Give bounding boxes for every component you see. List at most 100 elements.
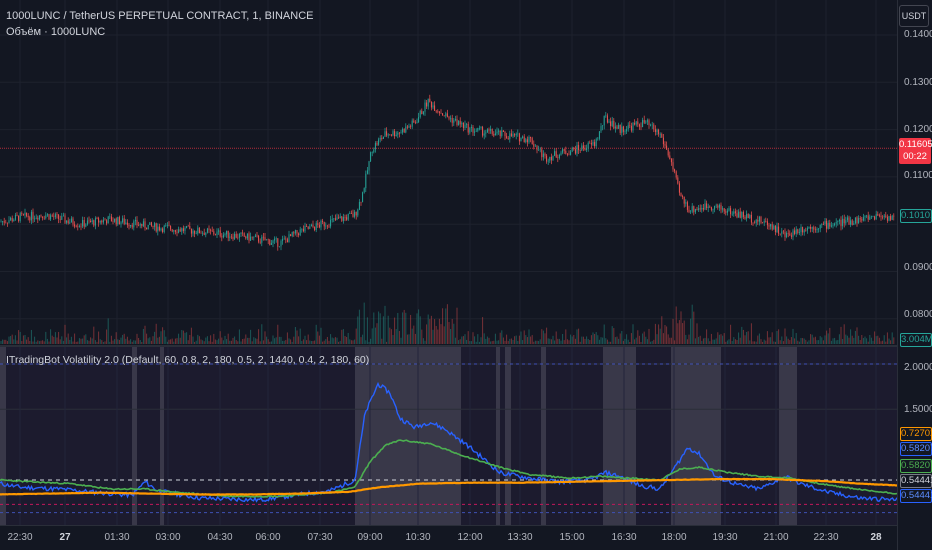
time-axis[interactable]: 22:30 27 01:30 03:00 04:30 06:00 07:30 09:00 10:… [0, 525, 897, 550]
volume-title[interactable]: Объём · 1000LUNC [6, 26, 106, 38]
candle-body [13, 219, 15, 222]
candle-body [885, 215, 887, 217]
candle-body [811, 227, 813, 229]
volume-bar [251, 341, 253, 344]
volume-bar [814, 336, 816, 344]
candle-body [253, 236, 255, 238]
volume-bar [629, 341, 631, 344]
candle-body [48, 214, 50, 220]
candle-body [406, 126, 408, 128]
candle-body [419, 110, 421, 118]
candle-body [662, 137, 664, 145]
volume-bar [59, 339, 61, 344]
volume-bar [539, 339, 541, 344]
volume-bar [85, 334, 87, 344]
volume-bar [418, 309, 420, 344]
candle-body [386, 131, 388, 136]
volume-bar [397, 312, 399, 344]
volume-bar [853, 337, 855, 344]
volume-bar [741, 326, 743, 344]
volume-bar [874, 331, 876, 344]
volume-bar [373, 312, 375, 344]
volume-bar [597, 335, 599, 344]
volume-bar [704, 337, 706, 344]
volume-bar [458, 340, 460, 344]
volume-bar [320, 327, 322, 344]
candle-body [176, 231, 178, 233]
time-label: 18:00 [661, 532, 687, 543]
candle-body [672, 162, 674, 170]
symbol-title[interactable]: 1000LUNC / TetherUS PERPETUAL CONTRACT, … [6, 10, 314, 22]
volume-bar [299, 328, 301, 344]
volume-bar [235, 339, 237, 344]
currency-button[interactable]: USDT [899, 5, 929, 27]
candle-body [304, 226, 306, 232]
candle-body [22, 214, 24, 215]
indicator-title[interactable]: ITradingBot Volatility 2.0 (Default, 60,… [6, 354, 370, 366]
volume-bar [717, 332, 719, 344]
candle-body [803, 230, 805, 233]
volume-bar [192, 336, 194, 344]
candle-body [394, 131, 396, 137]
volume-bar [22, 335, 24, 344]
candle-body [122, 218, 124, 223]
candle-body [363, 188, 365, 193]
candle-body [683, 196, 685, 204]
time-label: 27 [59, 532, 71, 543]
volume-bar [571, 336, 573, 344]
volume-bar [822, 340, 824, 344]
candle-body [106, 220, 108, 224]
candle-body [398, 132, 400, 134]
volume-bar [637, 330, 639, 344]
orange-value-tag: 0.72702 [900, 427, 932, 441]
candlesticks [0, 94, 895, 251]
candle-body [818, 228, 820, 230]
volume-bar [470, 341, 472, 344]
volume-bar [125, 338, 127, 344]
candle-body [522, 136, 524, 138]
volume-bar [766, 331, 768, 344]
highlight-zone [355, 347, 461, 525]
volume-bar [693, 311, 695, 344]
price-pane[interactable] [0, 0, 897, 345]
volume-bar [590, 335, 592, 344]
candle-body [555, 151, 557, 158]
volume-bar [160, 331, 162, 344]
volume-bar [312, 340, 314, 344]
volume-bar [62, 340, 64, 344]
candle-body [405, 126, 407, 133]
volume-bar [304, 335, 306, 344]
volume-bar [189, 334, 191, 344]
candle-body [275, 238, 277, 239]
volume-bar [187, 340, 189, 344]
candle-body [232, 236, 234, 240]
candle-body [82, 219, 84, 227]
candle-body [24, 212, 26, 215]
candle-body [642, 119, 644, 127]
volume-bar [606, 339, 608, 344]
volume-bar [176, 338, 178, 344]
candle-body [690, 211, 692, 213]
volume-bar [387, 315, 389, 344]
volume-bar [670, 337, 672, 344]
volume-bar [832, 338, 834, 344]
volume-bar [882, 340, 884, 344]
candle-body [760, 216, 762, 223]
volume-bar [816, 340, 818, 344]
volume-bar [266, 336, 268, 344]
volume-bar [885, 341, 887, 344]
candle-body [326, 225, 328, 227]
candle-body [603, 115, 605, 126]
volume-bar [130, 339, 132, 344]
pane-separator[interactable] [0, 345, 897, 347]
candle-body [557, 157, 559, 159]
candle-body [874, 216, 876, 220]
indicator-pane[interactable] [0, 347, 897, 525]
candle-body [574, 149, 576, 154]
candle-body [592, 142, 594, 145]
candle-body [483, 133, 485, 136]
candle-body [739, 211, 741, 218]
volume-bar [34, 336, 36, 344]
volume-bar [819, 336, 821, 344]
